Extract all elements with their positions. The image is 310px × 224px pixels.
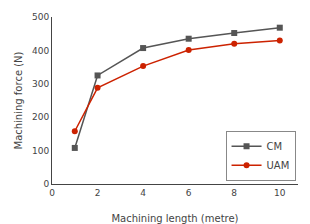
svg-text:2: 2: [95, 188, 101, 198]
svg-text:0: 0: [43, 179, 49, 189]
svg-text:100: 100: [32, 146, 49, 156]
svg-text:200: 200: [32, 112, 49, 122]
svg-text:0: 0: [49, 188, 55, 198]
svg-text:300: 300: [32, 79, 49, 89]
svg-text:500: 500: [32, 12, 49, 22]
svg-text:8: 8: [231, 188, 237, 198]
svg-text:4: 4: [140, 188, 146, 198]
svg-text:CM: CM: [267, 141, 283, 152]
svg-text:400: 400: [32, 46, 49, 56]
svg-text:UAM: UAM: [267, 160, 290, 171]
svg-text:Machining force (N): Machining force (N): [13, 51, 24, 149]
svg-text:Machining length (metre): Machining length (metre): [111, 213, 238, 224]
svg-text:10: 10: [274, 188, 286, 198]
svg-text:6: 6: [186, 188, 192, 198]
